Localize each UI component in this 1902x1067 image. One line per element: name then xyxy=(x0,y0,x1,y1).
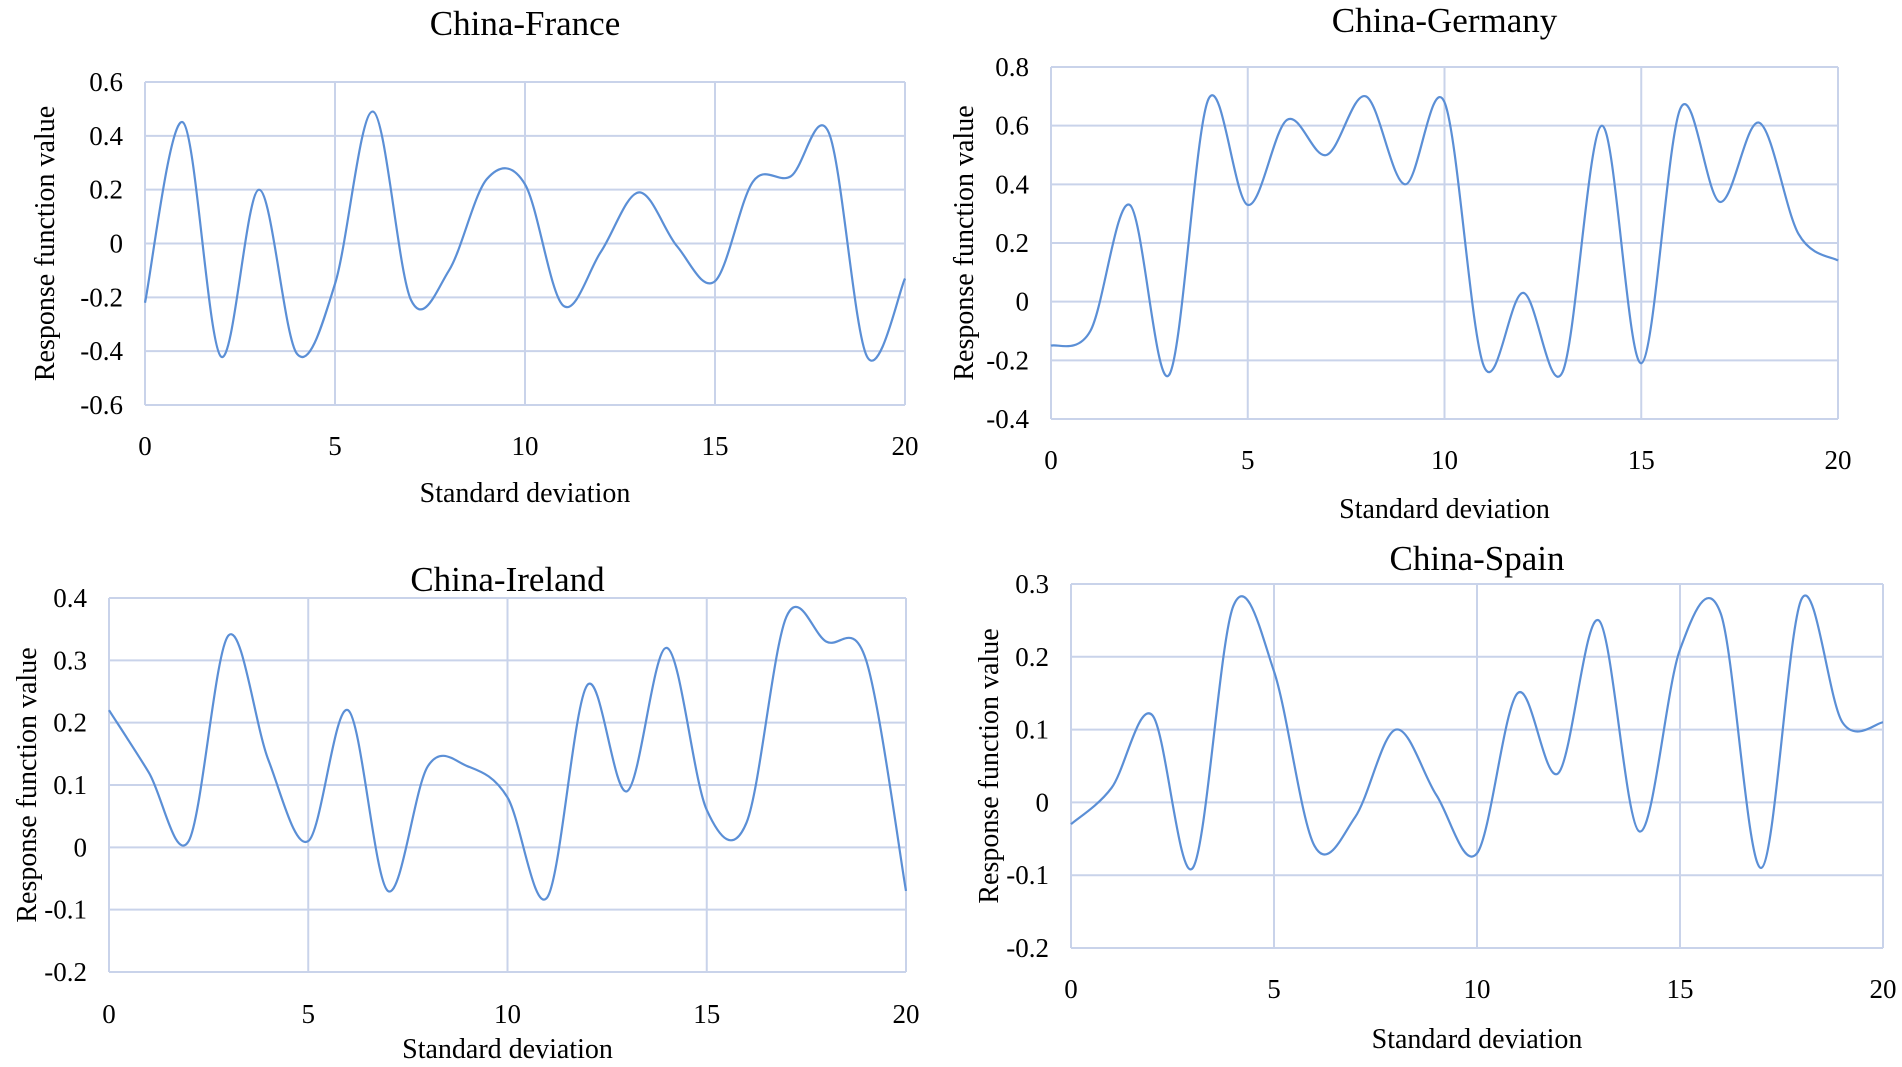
chart-panel-3: China-Ireland -0.2 -0.1 0 0.1 0.2 0.3 0.4 0 5 10 15… xyxy=(12,560,920,1065)
x-tick-label: 0 xyxy=(1064,974,1078,1004)
x-tick-label: 0 xyxy=(138,431,152,461)
y-tick-label: 0 xyxy=(110,229,124,259)
y-tick-label: -0.4 xyxy=(986,404,1029,434)
x-tick-label: 15 xyxy=(693,999,720,1029)
x-tick-label: 5 xyxy=(1267,974,1281,1004)
x-tick-label: 20 xyxy=(893,999,920,1029)
y-tick-label: 0 xyxy=(74,832,88,862)
y-tick-label: 0 xyxy=(1036,787,1050,817)
x-tick-label: 10 xyxy=(494,999,521,1029)
x-axis-label: Standard deviation xyxy=(420,478,631,509)
y-tick-label: 0.2 xyxy=(995,228,1029,258)
chart-title: China-Spain xyxy=(1390,539,1565,578)
y-tick-label: 0.1 xyxy=(53,770,87,800)
x-tick-label: 10 xyxy=(512,431,539,461)
y-tick-label: -0.2 xyxy=(80,282,123,312)
x-axis-label: Standard deviation xyxy=(1339,494,1550,525)
y-tick-label: 0.6 xyxy=(89,67,123,97)
x-tick-label: 15 xyxy=(702,431,729,461)
x-tick-label: 20 xyxy=(1870,974,1897,1004)
series-line xyxy=(143,110,907,362)
y-tick-label: 0.3 xyxy=(1015,569,1049,599)
chart-title: China-France xyxy=(430,4,620,43)
y-tick-label: 0 xyxy=(1016,287,1030,317)
x-tick-label: 5 xyxy=(328,431,342,461)
y-tick-label: 0.4 xyxy=(89,121,123,151)
x-tick-label: 15 xyxy=(1628,445,1655,475)
y-tick-label: 0.2 xyxy=(53,708,87,738)
chart-title: China-Germany xyxy=(1332,1,1558,40)
y-tick-label: -0.2 xyxy=(986,345,1029,375)
y-axis-label: Response function value xyxy=(949,105,980,380)
series-line xyxy=(1070,594,1884,871)
x-tick-label: 15 xyxy=(1667,974,1694,1004)
y-axis-label: Response function value xyxy=(974,628,1005,903)
chart-title: China-Ireland xyxy=(410,560,605,599)
x-axis-label: Standard deviation xyxy=(1372,1024,1583,1055)
x-tick-label: 20 xyxy=(892,431,919,461)
y-tick-label: 0.3 xyxy=(53,645,87,675)
series-line xyxy=(108,605,908,901)
x-tick-label: 0 xyxy=(102,999,116,1029)
chart-panel-1: China-France -0.6 -0.4 -0.2 0 0.2 0.4 0.6 0 5 10 15… xyxy=(30,4,919,509)
chart-panel-4: China-Spain -0.2 -0.1 0 0.1 0.2 0.3 0 5 10 15 20 Sta… xyxy=(974,539,1897,1055)
x-tick-label: 5 xyxy=(302,999,316,1029)
x-tick-label: 0 xyxy=(1044,445,1058,475)
y-tick-label: -0.4 xyxy=(80,336,123,366)
y-tick-label: 0.2 xyxy=(89,175,123,205)
x-axis-label: Standard deviation xyxy=(402,1034,613,1062)
y-tick-label: -0.2 xyxy=(1006,933,1049,963)
x-tick-label: 10 xyxy=(1431,445,1458,475)
y-axis-label: Response function value xyxy=(12,647,43,922)
y-tick-label: -0.1 xyxy=(44,895,87,925)
y-tick-label: -0.1 xyxy=(1006,860,1049,890)
x-tick-label: 20 xyxy=(1825,445,1852,475)
x-tick-label: 5 xyxy=(1241,445,1255,475)
y-tick-label: 0.4 xyxy=(53,583,87,613)
y-tick-label: 0.1 xyxy=(1015,715,1049,745)
y-tick-label: -0.2 xyxy=(44,957,87,987)
chart-panel-2: China-Germany -0.4 -0.2 0 0.2 0.4 0.6 0.8 0 5 10 15… xyxy=(949,1,1852,525)
y-tick-label: 0.6 xyxy=(995,111,1029,141)
y-tick-label: -0.6 xyxy=(80,390,123,420)
series-line xyxy=(1050,94,1839,378)
y-tick-label: 0.8 xyxy=(995,52,1029,82)
y-tick-label: 0.2 xyxy=(1015,642,1049,672)
y-axis-label: Response function value xyxy=(30,106,61,381)
y-tick-label: 0.4 xyxy=(995,169,1029,199)
x-tick-label: 10 xyxy=(1464,974,1491,1004)
